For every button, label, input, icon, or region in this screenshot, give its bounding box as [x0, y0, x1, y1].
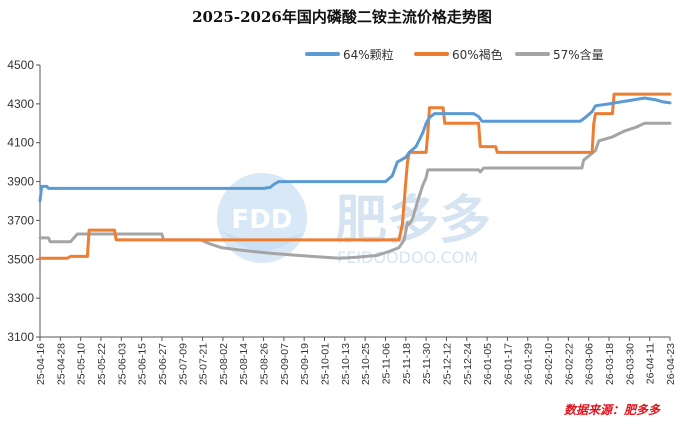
x-tick-label: 25-05-22 [96, 343, 108, 385]
y-axis-ticks: 3100 3300 3500 3700 3900 4100 4300 4500 [7, 58, 40, 344]
y-tick-label: 3900 [7, 175, 34, 189]
x-tick-label: 25-09-19 [299, 343, 311, 385]
y-tick-label: 4500 [7, 58, 34, 72]
x-tick-label: 25-04-16 [35, 343, 47, 385]
chart-title: 2025-2026年国内磷酸二铵主流价格走势图 [192, 8, 492, 26]
x-tick-label: 25-08-14 [238, 343, 250, 385]
x-tick-label: 25-11-18 [401, 343, 413, 384]
x-tick-label: 25-10-01 [320, 343, 332, 385]
x-tick-label: 26-01-29 [523, 343, 535, 385]
x-tick-label: 25-04-28 [55, 343, 67, 385]
legend-label-3: 57%含量 [553, 47, 604, 62]
legend-label-1: 64%颗粒 [343, 47, 394, 62]
x-tick-label: 25-06-27 [157, 343, 169, 385]
source-note: 数据来源：肥多多 [564, 403, 661, 417]
watermark-logo-text: FDD [232, 205, 293, 235]
y-tick-label: 3100 [7, 330, 34, 344]
legend: 64%颗粒 60%褐色 57%含量 [305, 47, 604, 62]
x-tick-label: 25-07-21 [198, 343, 210, 385]
y-tick-label: 4300 [7, 97, 34, 111]
x-tick-label: 25-06-03 [116, 343, 128, 385]
y-tick-label: 3500 [7, 252, 34, 266]
y-tick-label: 3700 [7, 213, 34, 227]
series-line-2 [38, 92, 672, 260]
y-tick-label: 4100 [7, 136, 34, 150]
y-tick-label: 3300 [7, 291, 34, 305]
x-tick-label: 25-05-10 [76, 343, 88, 385]
x-tick-label: 26-02-10 [543, 343, 555, 385]
x-tick-label: 25-10-13 [340, 343, 352, 385]
x-tick-label: 26-01-05 [482, 343, 494, 385]
watermark-url: FEIDOODOO.COM [337, 248, 478, 267]
x-tick-label: 26-03-18 [604, 343, 616, 385]
x-tick-label: 25-12-12 [441, 343, 453, 385]
x-tick-label: 25-11-06 [380, 343, 392, 384]
x-tick-label: 25-07-09 [177, 343, 189, 385]
legend-item-3: 57%含量 [515, 47, 604, 62]
legend-label-2: 60%褐色 [452, 47, 503, 62]
x-tick-label: 25-11-30 [421, 343, 433, 384]
x-tick-label: 25-06-15 [137, 343, 149, 385]
series-line-3 [38, 121, 672, 260]
x-tick-label: 25-09-07 [279, 343, 291, 385]
x-tick-label: 26-03-06 [584, 343, 596, 385]
x-tick-label: 25-08-26 [259, 343, 271, 385]
watermark-name: 肥多多 [335, 191, 491, 251]
x-axis-ticks: 25-04-16 25-04-28 25-05-10 25-05-22 25-06-03… [35, 337, 677, 385]
x-tick-label: 26-04-23 [665, 343, 677, 385]
legend-item-1: 64%颗粒 [305, 47, 394, 62]
x-tick-label: 25-08-02 [218, 343, 230, 385]
series-line-1 [38, 96, 672, 203]
x-tick-label: 26-04-11 [645, 343, 657, 384]
legend-item-2: 60%褐色 [414, 47, 503, 62]
x-tick-label: 26-02-22 [563, 343, 575, 385]
x-tick-label: 25-12-24 [462, 343, 474, 385]
x-tick-label: 25-10-25 [360, 343, 372, 385]
series-layer [38, 92, 672, 260]
x-tick-label: 26-03-30 [624, 343, 636, 385]
x-tick-label: 26-01-17 [502, 343, 514, 385]
